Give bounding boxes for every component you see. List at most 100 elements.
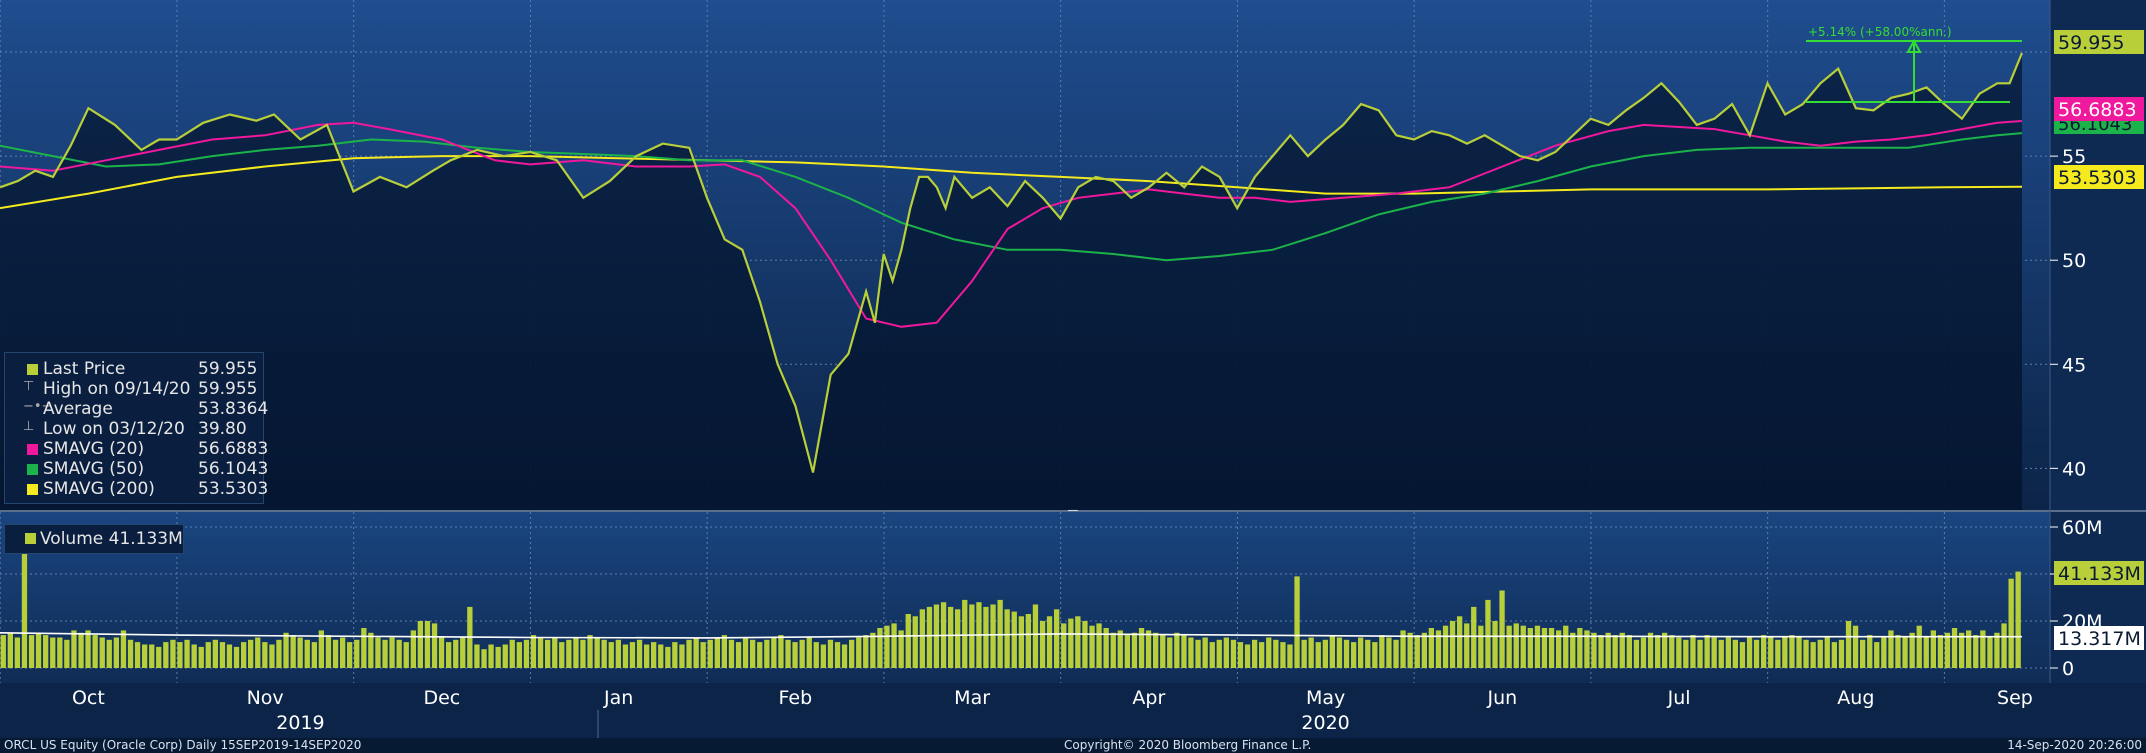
volume-bar	[375, 637, 381, 668]
x-month-label: Mar	[954, 687, 990, 709]
volume-bar	[1973, 635, 1979, 668]
volume-bar	[85, 630, 91, 668]
volume-bar	[431, 623, 438, 668]
volume-bar	[1655, 635, 1661, 668]
volume-bar	[332, 639, 339, 668]
volume-bar	[1527, 628, 1533, 668]
volume-bar	[905, 614, 911, 668]
volume-bar	[1110, 632, 1116, 669]
legend-value: 56.1043	[198, 459, 269, 479]
volume-bar	[1259, 642, 1265, 668]
volume-bar	[1273, 639, 1279, 668]
volume-bar	[1068, 618, 1074, 668]
volume-bar	[509, 639, 515, 668]
volume-bar	[1174, 632, 1180, 669]
volume-bar	[382, 639, 388, 668]
volume-bar	[99, 637, 105, 668]
volume-bar	[1237, 642, 1244, 668]
volume-bar	[1506, 625, 1512, 668]
volume-bar	[566, 639, 572, 668]
volume-bar	[78, 632, 84, 669]
volume-bar	[1004, 609, 1010, 669]
legend-value: 59.955	[198, 379, 258, 399]
volume-bar	[750, 639, 756, 668]
volume-bar	[1287, 644, 1293, 668]
x-month-label: Sep	[1997, 687, 2033, 709]
legend-name: High on 09/14/20	[43, 379, 191, 399]
volume-bar	[1252, 639, 1258, 668]
volume-bar	[1223, 637, 1229, 668]
volume-bar	[1704, 635, 1710, 668]
price-tags: 56.1043 59.955 56.6883 53.5303 41.133M 1…	[2054, 30, 2144, 650]
volume-bar	[226, 644, 233, 668]
volume-bar	[1640, 637, 1647, 668]
volume-bar	[191, 644, 197, 668]
series-line-sma200	[0, 155, 2023, 210]
volume-bar	[1230, 639, 1237, 668]
volume-bar	[184, 639, 190, 668]
tag-last-text: 59.955	[2058, 32, 2124, 54]
volume-bar	[269, 644, 275, 668]
volume-bar	[856, 637, 862, 668]
volume-bar	[113, 637, 119, 668]
volume-bar	[1782, 637, 1788, 668]
volume-bar	[742, 637, 749, 668]
volume-bar	[1994, 632, 2000, 669]
volume-bar	[1343, 639, 1350, 668]
volume-bar	[1697, 639, 1703, 668]
volume-bar	[1188, 637, 1194, 668]
volume-bar	[1096, 623, 1102, 668]
volume-bar	[28, 635, 35, 668]
legend-high-icon: ⊤	[23, 379, 35, 394]
volume-bar	[170, 639, 176, 668]
x-month-label: Oct	[72, 687, 105, 709]
x-month-label: Jul	[1667, 687, 1691, 709]
volume-bar	[1548, 628, 1555, 668]
volume-bar	[679, 644, 685, 668]
volume-bar	[601, 639, 607, 668]
tag-volume-avg-text: 13.317M	[2058, 628, 2141, 650]
volume-bar	[1089, 625, 1095, 668]
volume-bar	[1131, 632, 1138, 669]
volume-bar	[771, 637, 777, 668]
volume-bar	[1987, 637, 1993, 668]
volume-bar	[1860, 639, 1866, 668]
volume-bar	[1351, 642, 1357, 668]
volume-bar	[311, 642, 317, 668]
volume-bar	[1421, 632, 1427, 669]
volume-bar	[1280, 642, 1286, 668]
x-month-label: Apr	[1132, 687, 1165, 709]
tag-last	[2054, 30, 2144, 54]
volume-bar	[948, 606, 954, 668]
volume-bar	[1124, 635, 1130, 668]
time-axis: Oct Nov Dec Jan Feb Mar Apr May Jun Jul Aug Sep 2019…	[72, 687, 2033, 734]
volume-bar	[1690, 635, 1696, 668]
volume-bar	[686, 639, 692, 668]
legend-avg-icon: −•−	[23, 399, 53, 414]
legend-name: SMAVG (200)	[43, 479, 155, 499]
tag-sma200-text: 53.5303	[2058, 167, 2137, 189]
volume-bar	[1838, 639, 1845, 668]
volume-bar	[495, 646, 501, 668]
volume-bar	[849, 639, 855, 668]
volume-bar	[1294, 576, 1300, 668]
volume-bar	[1195, 639, 1201, 668]
volume-bar	[1761, 635, 1767, 668]
volume-bar	[297, 637, 303, 668]
measure-label: +5.14% (+58.00%ann.)	[1808, 25, 1952, 39]
volume-bar	[340, 637, 346, 668]
volume-bar	[283, 632, 289, 669]
volume-bar	[813, 642, 819, 668]
volume-bar	[1379, 635, 1385, 668]
volume-bar	[1520, 625, 1526, 668]
volume-bar	[919, 609, 925, 669]
volume-bar	[2015, 571, 2021, 668]
volume-bar	[255, 637, 261, 668]
volume-bar	[1449, 621, 1456, 668]
volume-bar	[1046, 616, 1053, 668]
volume-bar	[1718, 639, 1724, 668]
volume-bar	[1541, 628, 1548, 668]
volume-bar	[50, 637, 56, 668]
volume-legend-swatch	[25, 533, 36, 544]
volume-bar	[1619, 632, 1625, 669]
